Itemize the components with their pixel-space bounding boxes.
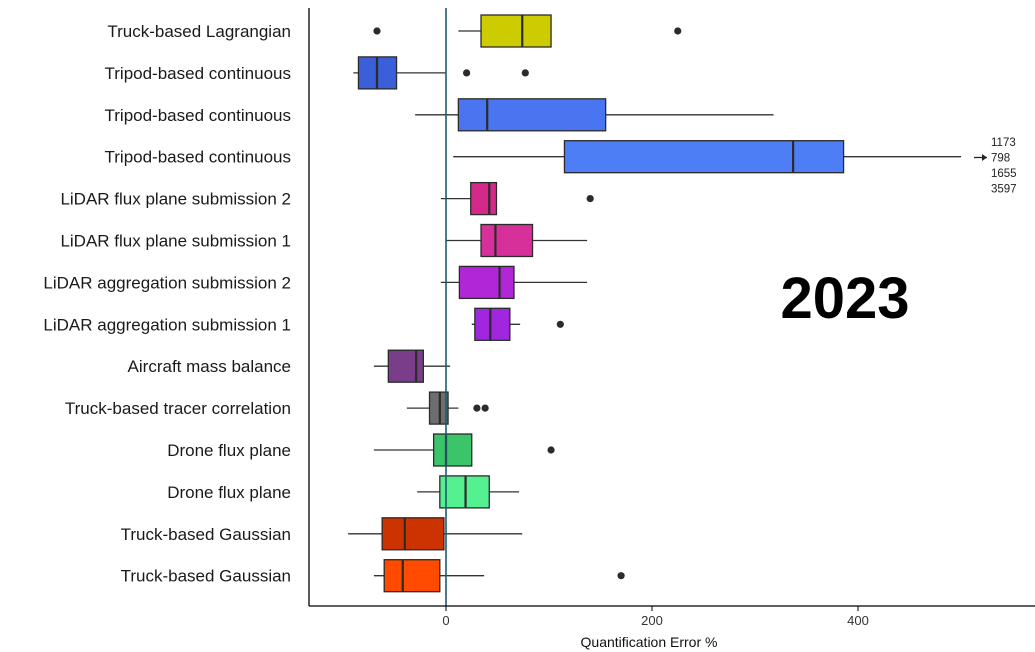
x-tick-label: 400 — [847, 613, 869, 628]
outlier-point — [556, 320, 564, 328]
category-label: Drone flux plane — [167, 483, 291, 502]
category-label: Drone flux plane — [167, 441, 291, 460]
outlier-point — [463, 69, 471, 77]
category-label: Truck-based Gaussian — [121, 525, 291, 544]
box — [563, 140, 845, 174]
box — [387, 349, 424, 383]
box — [470, 181, 498, 216]
offscale-value: 798 — [991, 153, 1010, 165]
box — [383, 559, 441, 593]
category-label: LiDAR aggregation submission 2 — [43, 273, 291, 292]
box — [458, 265, 515, 300]
axes — [308, 8, 1035, 607]
box — [480, 223, 534, 258]
box — [474, 307, 511, 341]
category-label: LiDAR flux plane submission 2 — [60, 190, 291, 209]
category-label: Truck-based tracer correlation — [65, 399, 291, 418]
x-axis-title: Quantification Error % — [581, 634, 718, 650]
box — [457, 98, 607, 132]
offscale-value: 1655 — [991, 168, 1017, 180]
outlier-point — [373, 27, 381, 35]
box — [381, 517, 445, 551]
outlier-point — [521, 69, 529, 77]
outlier-point — [617, 572, 625, 580]
category-label: Aircraft mass balance — [128, 357, 291, 376]
offscale-value: 1173 — [991, 137, 1016, 149]
outliers — [373, 27, 682, 580]
x-tick-label: 0 — [442, 613, 449, 628]
outlier-point — [473, 404, 481, 412]
category-label: Tripod-based continuous — [105, 106, 292, 125]
category-label: Truck-based Gaussian — [121, 567, 291, 586]
category-label: LiDAR aggregation submission 1 — [43, 315, 291, 334]
category-label: Tripod-based continuous — [105, 148, 292, 167]
outlier-point — [674, 27, 682, 35]
x-tick-label: 200 — [641, 613, 663, 628]
offscale-values: 1173 798 1655 3597 — [974, 137, 1017, 196]
category-label: Tripod-based continuous — [105, 64, 292, 83]
category-label: Truck-based Lagrangian — [107, 22, 291, 41]
offscale-value: 3597 — [991, 184, 1017, 196]
year-annotation: 2023 — [780, 266, 909, 331]
outlier-point — [547, 446, 555, 454]
category-label: LiDAR flux plane submission 1 — [60, 232, 291, 251]
box — [480, 14, 552, 48]
x-ticks: 0 200 400 — [442, 606, 869, 628]
offscale-arrow-head — [982, 154, 987, 161]
box — [432, 433, 473, 467]
boxes — [357, 14, 845, 593]
outlier-point — [481, 404, 489, 412]
outlier-point — [586, 195, 594, 203]
category-labels: Truck-based Lagrangian Tripod-based conti… — [43, 22, 291, 586]
